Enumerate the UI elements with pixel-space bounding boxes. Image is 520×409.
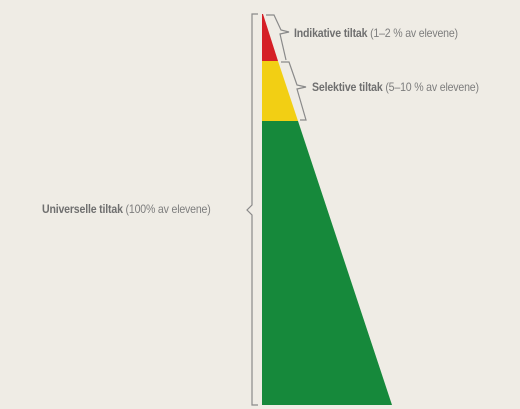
label-indicative: Indikative tiltak (1–2 % av elevene) xyxy=(294,26,458,40)
label-selective: Selektive tiltak (5–10 % av elevene) xyxy=(312,80,479,94)
label-universal-title: Universelle tiltak xyxy=(42,202,123,216)
label-indicative-share: (1–2 % av elevene) xyxy=(370,26,458,40)
bracket-universal xyxy=(246,13,258,406)
bracket-indicative xyxy=(266,14,290,61)
tier-universal xyxy=(262,121,392,405)
tier-selective xyxy=(262,61,298,121)
label-indicative-title: Indikative tiltak xyxy=(294,26,368,40)
label-universal-share: (100% av elevene) xyxy=(125,202,211,216)
bracket-selective xyxy=(281,61,307,121)
label-selective-title: Selektive tiltak xyxy=(312,80,383,94)
label-universal: Universelle tiltak (100% av elevene) xyxy=(42,202,211,216)
label-selective-share: (5–10 % av elevene) xyxy=(385,80,479,94)
tier-indicative xyxy=(262,14,278,61)
